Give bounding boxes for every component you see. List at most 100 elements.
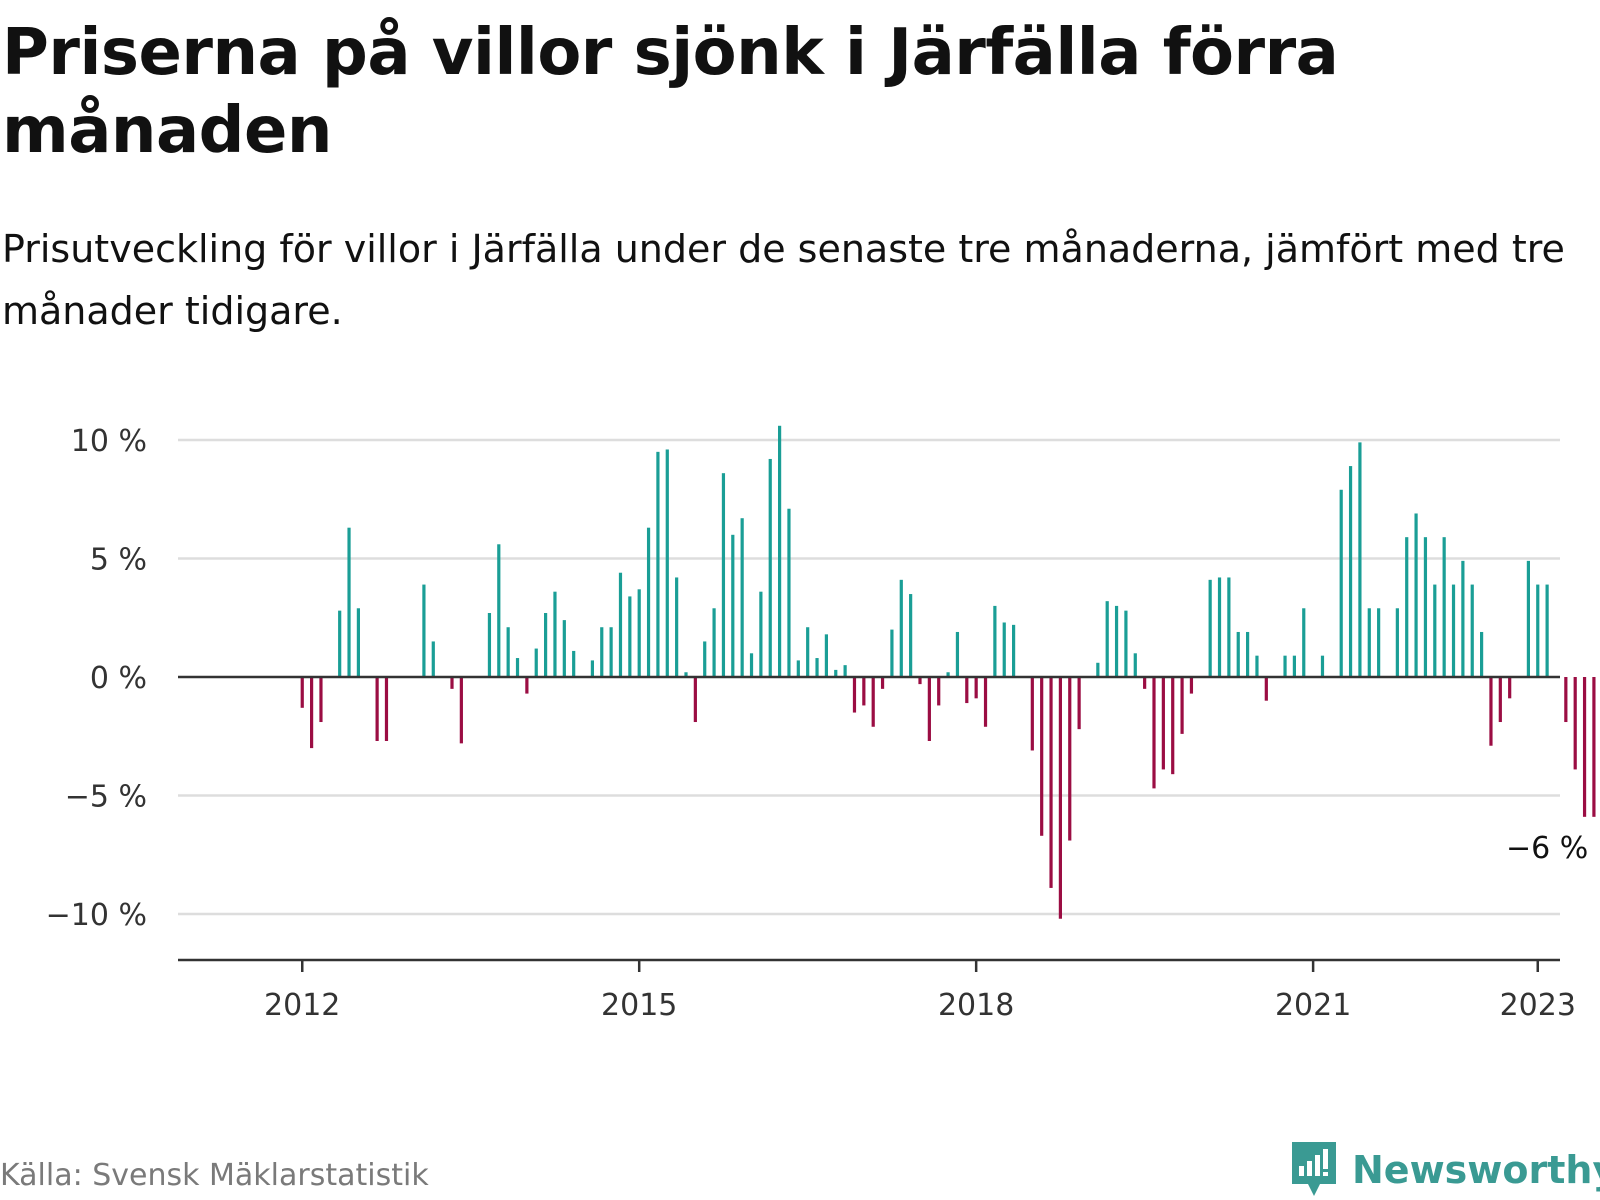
bar bbox=[1470, 584, 1474, 677]
bar bbox=[1405, 537, 1409, 677]
bar bbox=[703, 641, 707, 677]
bar bbox=[1545, 584, 1549, 677]
bar bbox=[768, 458, 772, 677]
bar bbox=[1461, 560, 1465, 677]
gridlines bbox=[178, 438, 1560, 916]
x-tick-label: 2018 bbox=[938, 988, 1014, 1023]
bar bbox=[1171, 677, 1175, 775]
bar bbox=[778, 425, 782, 677]
bar bbox=[1358, 442, 1362, 677]
y-tick-label: −5 % bbox=[65, 780, 147, 815]
bar bbox=[553, 591, 557, 677]
bar bbox=[759, 591, 763, 677]
chart-title: Priserna på villor sjönk i Järfälla förr… bbox=[2, 16, 1339, 168]
x-tick-label: 2012 bbox=[264, 988, 340, 1023]
bar bbox=[890, 629, 894, 677]
bar bbox=[1161, 677, 1165, 770]
bar bbox=[740, 518, 744, 677]
bar bbox=[834, 669, 838, 677]
bar bbox=[909, 594, 913, 677]
bar-chart: 10 % 5 % 0 % −5 % −10 % 2012 2015 2018 2021 2023… bbox=[46, 424, 1596, 1023]
bar bbox=[806, 627, 810, 677]
bar bbox=[319, 677, 323, 723]
bar bbox=[487, 613, 492, 677]
bar bbox=[1592, 677, 1596, 817]
bar bbox=[1283, 655, 1287, 677]
bar bbox=[731, 534, 735, 677]
bar bbox=[1096, 662, 1100, 677]
bar bbox=[572, 650, 576, 677]
bar bbox=[609, 627, 613, 677]
bar bbox=[628, 596, 632, 677]
bar bbox=[1292, 655, 1296, 677]
bar bbox=[1077, 677, 1081, 730]
x-tick-label: 2015 bbox=[601, 988, 677, 1023]
bar bbox=[1508, 677, 1512, 699]
bar bbox=[1433, 584, 1437, 677]
bar bbox=[1395, 608, 1399, 677]
bar bbox=[600, 627, 604, 677]
bar bbox=[1227, 577, 1231, 677]
bar bbox=[1012, 624, 1016, 677]
bar bbox=[1133, 653, 1137, 677]
brand-logo: Newsworthy bbox=[1290, 1140, 1600, 1200]
bar bbox=[927, 677, 931, 741]
x-tick-label: 2021 bbox=[1275, 988, 1351, 1023]
bar bbox=[796, 660, 800, 677]
bar bbox=[665, 449, 669, 677]
y-axis-ticks: 10 % 5 % 0 % −5 % −10 % bbox=[46, 424, 147, 933]
bar bbox=[955, 631, 960, 677]
bar bbox=[815, 658, 819, 677]
bar bbox=[1030, 677, 1034, 751]
bar bbox=[534, 648, 538, 677]
bar bbox=[1414, 513, 1418, 677]
bar bbox=[1348, 466, 1353, 677]
bar bbox=[450, 677, 454, 689]
bar bbox=[384, 677, 389, 741]
bar bbox=[946, 672, 950, 677]
bar bbox=[1068, 677, 1072, 841]
bar bbox=[1152, 677, 1156, 789]
bar bbox=[1526, 560, 1530, 677]
bar bbox=[1498, 677, 1502, 723]
bar bbox=[1114, 605, 1119, 677]
bar bbox=[712, 608, 716, 677]
bar bbox=[1423, 537, 1428, 677]
bar bbox=[1264, 677, 1268, 701]
bar bbox=[693, 677, 697, 723]
bar bbox=[1582, 677, 1587, 817]
bar bbox=[843, 665, 847, 677]
bar bbox=[618, 572, 623, 677]
y-tick-label: 0 % bbox=[90, 661, 147, 696]
bar bbox=[1002, 622, 1006, 677]
bar bbox=[880, 677, 885, 689]
bar bbox=[965, 677, 969, 704]
bar bbox=[899, 579, 903, 677]
bar bbox=[1040, 677, 1044, 836]
bar bbox=[1236, 631, 1240, 677]
bar bbox=[656, 451, 660, 677]
bar bbox=[431, 641, 435, 677]
bar bbox=[1302, 608, 1306, 677]
bar bbox=[721, 473, 726, 677]
bar bbox=[684, 672, 688, 677]
bar bbox=[1058, 677, 1062, 919]
bar bbox=[338, 610, 342, 677]
bar bbox=[497, 544, 501, 677]
bar bbox=[515, 658, 520, 677]
bar bbox=[1124, 610, 1128, 677]
bar bbox=[1442, 537, 1446, 677]
source-note: Källa: Svensk Mäklarstatistik bbox=[0, 1158, 429, 1193]
bar bbox=[1320, 655, 1325, 677]
bar bbox=[1049, 677, 1053, 888]
bar bbox=[675, 577, 679, 677]
bar bbox=[1536, 584, 1540, 677]
bar bbox=[637, 589, 641, 677]
bar bbox=[1143, 677, 1147, 689]
last-value-annotation: −6 % bbox=[1506, 831, 1588, 866]
bar bbox=[862, 677, 866, 706]
bar bbox=[422, 584, 426, 677]
bar bbox=[1480, 631, 1484, 677]
bar bbox=[646, 527, 651, 677]
bars bbox=[300, 425, 1596, 919]
